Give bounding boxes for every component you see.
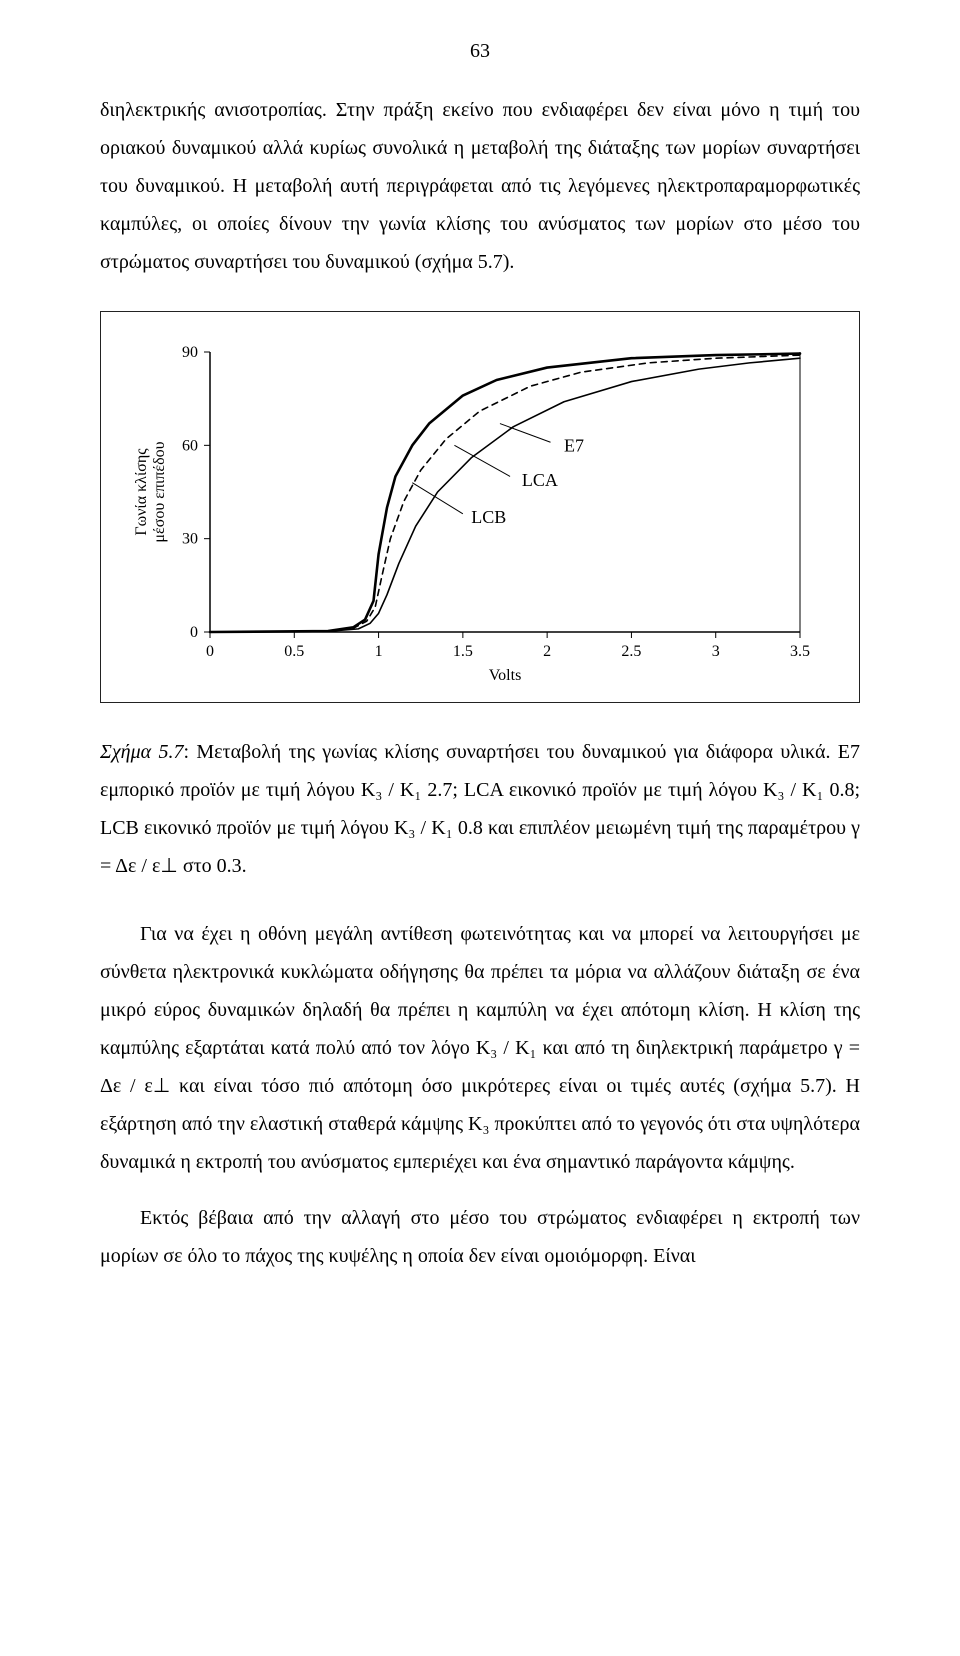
svg-text:2: 2 xyxy=(543,643,551,660)
svg-text:μέσου επιπέδου: μέσου επιπέδου xyxy=(151,441,168,542)
figure-caption-text: : Μεταβολή της γωνίας κλίσης συναρτήσει … xyxy=(100,741,860,877)
svg-text:3.5: 3.5 xyxy=(790,643,810,660)
svg-text:E7: E7 xyxy=(564,436,584,456)
paragraph-4: Εκτός βέβαια από την αλλαγή στο μέσο του… xyxy=(100,1199,860,1275)
svg-text:3: 3 xyxy=(712,643,720,660)
page: 63 διηλεκτρικής ανισοτροπίας. Στην πράξη… xyxy=(0,0,960,1353)
svg-text:60: 60 xyxy=(182,437,198,454)
svg-text:0: 0 xyxy=(206,643,214,660)
figure-5-7: 0 0.5 1 1.5 2 2.5 3 3.5 0 30 60 90 Volts Γωνία κλίσης… xyxy=(100,311,860,703)
svg-text:Γωνία κλίσης: Γωνία κλίσης xyxy=(133,448,150,536)
chart-svg: 0 0.5 1 1.5 2 2.5 3 3.5 0 30 60 90 Volts Γωνία κλίσης… xyxy=(130,332,830,692)
svg-text:Volts: Volts xyxy=(489,667,522,684)
svg-text:LCA: LCA xyxy=(522,470,558,490)
svg-text:LCB: LCB xyxy=(471,507,506,527)
svg-text:0: 0 xyxy=(190,624,198,641)
svg-text:1: 1 xyxy=(375,643,383,660)
svg-text:30: 30 xyxy=(182,531,198,548)
figure-caption-label: Σχήμα 5.7 xyxy=(100,741,183,763)
paragraph-1: διηλεκτρικής ανισοτροπίας. Στην πράξη εκ… xyxy=(100,91,860,281)
figure-caption: Σχήμα 5.7: Μεταβολή της γωνίας κλίσης συ… xyxy=(100,733,860,885)
paragraph-3: Για να έχει η οθόνη μεγάλη αντίθεση φωτε… xyxy=(100,915,860,1181)
svg-text:2.5: 2.5 xyxy=(621,643,641,660)
svg-text:90: 90 xyxy=(182,344,198,361)
page-number: 63 xyxy=(100,40,860,63)
svg-text:1.5: 1.5 xyxy=(453,643,473,660)
svg-text:0.5: 0.5 xyxy=(284,643,304,660)
